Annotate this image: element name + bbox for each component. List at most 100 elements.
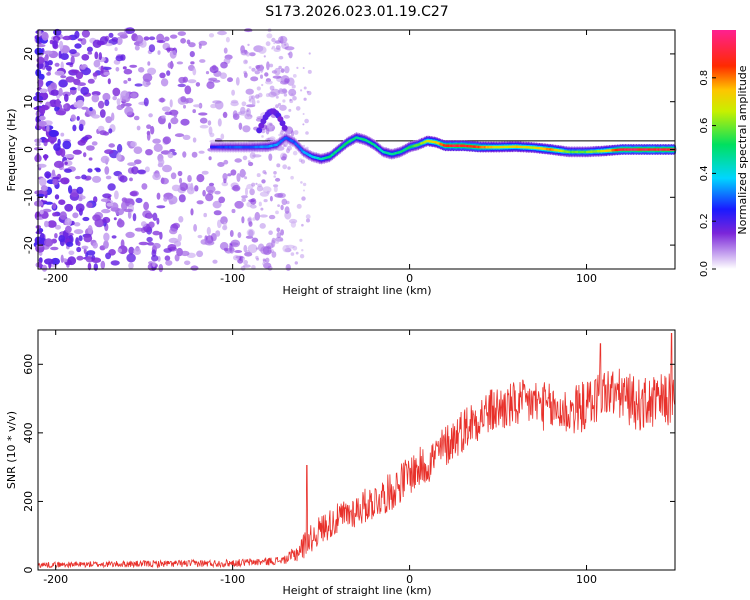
noise-blob	[52, 202, 57, 210]
noise-blob	[195, 82, 201, 87]
noise-blob	[206, 81, 215, 89]
noise-blob	[173, 113, 178, 118]
noise-blob	[211, 64, 217, 71]
noise-blob	[138, 241, 149, 246]
noise-blob	[302, 182, 307, 187]
noise-blob	[60, 254, 64, 263]
noise-blob	[178, 76, 186, 84]
noise-blob	[170, 117, 179, 125]
ridge-cell	[297, 145, 301, 149]
noise-blob	[287, 52, 290, 56]
noise-blob	[120, 90, 130, 100]
noise-blob	[290, 221, 297, 228]
noise-blob	[87, 51, 93, 55]
noise-blob	[77, 99, 84, 107]
noise-blob	[60, 75, 67, 79]
noise-blob	[264, 72, 269, 77]
noise-blob	[73, 222, 81, 227]
noise-blob	[227, 173, 232, 177]
noise-blob	[125, 27, 135, 34]
noise-blob	[111, 235, 117, 239]
noise-blob	[212, 79, 221, 83]
noise-blob	[266, 190, 270, 194]
noise-blob	[143, 97, 149, 107]
noise-blob	[201, 170, 209, 175]
noise-blob	[292, 150, 298, 156]
noise-blob	[123, 208, 133, 213]
noise-blob	[47, 220, 57, 228]
noise-blob	[62, 35, 72, 41]
noise-blob	[156, 192, 161, 200]
y-tick-label: 0	[22, 146, 35, 153]
noise-blob	[283, 144, 286, 147]
x-tick-label: 100	[576, 573, 597, 586]
colorbar-tick-label: 0.0	[699, 261, 710, 277]
noise-blob	[117, 248, 123, 253]
noise-blob	[308, 52, 311, 55]
noise-blob	[180, 250, 190, 257]
noise-blob	[148, 44, 156, 53]
noise-blob	[287, 166, 291, 170]
noise-blob	[241, 101, 247, 107]
noise-blob	[167, 244, 177, 251]
noise-blob	[37, 261, 42, 268]
noise-blob	[92, 214, 101, 222]
noise-blob	[259, 214, 268, 218]
noise-blob	[146, 213, 153, 219]
noise-blob	[291, 84, 296, 89]
noise-blob	[290, 175, 294, 180]
noise-blob	[258, 201, 262, 207]
noise-blob	[87, 78, 95, 84]
noise-blob	[277, 204, 280, 208]
noise-blob	[176, 61, 184, 65]
noise-blob	[76, 186, 84, 194]
noise-blob	[191, 151, 198, 158]
noise-blob	[307, 90, 312, 96]
noise-blob	[255, 255, 259, 260]
noise-blob	[189, 51, 195, 58]
noise-blob	[134, 45, 140, 51]
noise-blob	[93, 263, 99, 271]
noise-blob	[284, 43, 287, 46]
noise-blob	[270, 239, 276, 248]
noise-blob	[240, 106, 246, 115]
noise-blob	[222, 173, 228, 181]
colorbar-ticks: 0.0 0.2 0.4 0.6 0.8	[699, 70, 716, 277]
noise-blob	[86, 145, 95, 151]
noise-blob	[163, 196, 168, 202]
noise-blob	[284, 78, 288, 82]
noise-blob	[249, 188, 255, 196]
noise-blob	[301, 196, 306, 201]
noise-blob	[60, 132, 65, 137]
noise-blob	[167, 152, 174, 159]
noise-blob	[221, 181, 229, 187]
noise-blob	[75, 203, 85, 212]
noise-blob	[265, 41, 271, 47]
noise-blob	[147, 242, 155, 246]
noise-blob	[112, 96, 117, 101]
noise-blob	[251, 182, 256, 187]
noise-blob	[264, 171, 267, 175]
noise-blob	[37, 78, 44, 88]
noise-blob	[243, 59, 248, 65]
noise-blob	[161, 115, 166, 119]
noise-blob	[47, 60, 53, 66]
noise-blob	[60, 61, 64, 70]
noise-blob	[194, 185, 199, 192]
noise-blob	[68, 250, 75, 256]
noise-blob	[273, 185, 278, 193]
noise-blob	[129, 64, 138, 68]
noise-blob	[256, 185, 264, 192]
noise-blob	[177, 233, 182, 242]
y-tick-label: 200	[22, 491, 35, 512]
noise-blob	[44, 258, 54, 265]
noise-blob	[164, 255, 171, 261]
noise-blob	[286, 145, 292, 151]
noise-blob	[162, 136, 171, 145]
noise-blob	[271, 251, 277, 258]
noise-blob	[165, 260, 173, 266]
noise-blob	[279, 238, 284, 242]
noise-blob	[100, 198, 110, 202]
noise-blob	[292, 74, 297, 78]
noise-blob	[92, 242, 98, 249]
